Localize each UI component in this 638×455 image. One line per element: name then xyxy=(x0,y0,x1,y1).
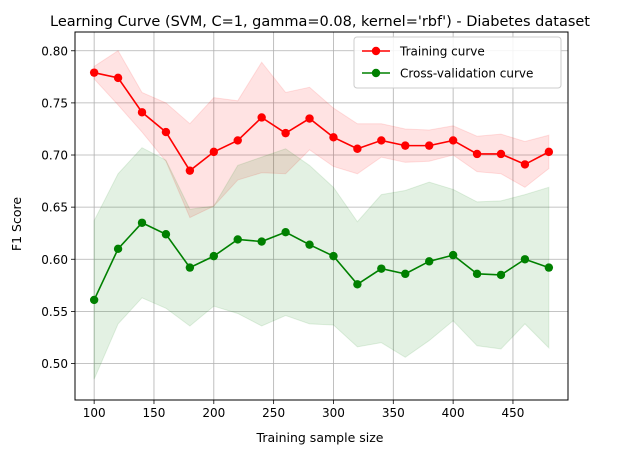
x-tick-label: 250 xyxy=(262,406,285,420)
y-axis: 0.50 0.55 0.60 0.65 0.70 0.75 0.80 xyxy=(41,44,75,371)
y-tick-label: 0.80 xyxy=(41,44,68,58)
y-tick-label: 0.55 xyxy=(41,305,68,319)
x-tick-label: 100 xyxy=(83,406,106,420)
legend: Training curve Cross-validation curve xyxy=(353,36,562,89)
point-series-0 xyxy=(257,113,266,122)
y-axis-label: F1 Score xyxy=(9,197,24,251)
point-series-1 xyxy=(89,295,99,305)
point-series-0 xyxy=(209,147,219,157)
band-series-1 xyxy=(93,147,550,380)
x-tick-label: 300 xyxy=(322,406,345,420)
legend-swatch-marker xyxy=(371,46,381,56)
point-series-1 xyxy=(257,237,266,246)
point-series-0 xyxy=(305,114,314,123)
point-series-0 xyxy=(233,136,242,145)
legend-label: Training curve xyxy=(399,45,485,59)
point-series-0 xyxy=(185,166,195,175)
point-series-1 xyxy=(544,263,554,272)
point-series-0 xyxy=(472,149,482,159)
point-series-0 xyxy=(401,141,410,150)
point-series-1 xyxy=(496,270,506,280)
point-series-1 xyxy=(137,218,147,227)
line-series-1 xyxy=(93,221,550,301)
point-series-1 xyxy=(209,251,219,261)
point-series-0 xyxy=(329,133,338,142)
y-tick-label: 0.75 xyxy=(41,96,68,110)
line-series-0 xyxy=(93,71,550,172)
point-series-1 xyxy=(329,251,338,261)
grid-lines xyxy=(75,32,568,400)
point-series-1 xyxy=(520,255,530,264)
plot-frame xyxy=(74,31,569,401)
band-series-0 xyxy=(93,50,550,219)
chart-title: Learning Curve (SVM, C=1, gamma=0.08, ke… xyxy=(50,14,590,30)
x-tick-label: 150 xyxy=(143,406,166,420)
point-series-0 xyxy=(281,128,290,138)
point-series-0 xyxy=(424,141,434,150)
point-series-1 xyxy=(448,250,458,260)
point-series-1 xyxy=(424,257,434,266)
point-series-1 xyxy=(113,244,123,254)
series-lines xyxy=(93,71,550,301)
legend-box xyxy=(353,36,562,89)
point-series-0 xyxy=(161,127,171,137)
point-series-0 xyxy=(353,144,362,153)
x-tick-label: 400 xyxy=(442,406,465,420)
point-series-0 xyxy=(89,68,99,77)
y-tick-label: 0.65 xyxy=(41,201,68,215)
x-tick-label: 200 xyxy=(202,406,225,420)
point-series-1 xyxy=(233,235,242,244)
point-series-0 xyxy=(520,160,530,169)
plot-background xyxy=(75,32,568,400)
x-axis-label: Training sample size xyxy=(256,430,384,445)
point-series-1 xyxy=(472,269,482,279)
point-series-0 xyxy=(448,136,458,145)
point-series-1 xyxy=(161,230,171,239)
point-series-0 xyxy=(544,147,554,157)
point-series-0 xyxy=(113,73,123,83)
point-series-1 xyxy=(185,263,195,272)
point-series-0 xyxy=(496,149,506,159)
x-tick-label: 450 xyxy=(502,406,525,420)
y-tick-label: 0.60 xyxy=(41,253,68,267)
legend-swatch-marker xyxy=(371,68,381,78)
legend-label: Cross-validation curve xyxy=(400,67,533,81)
variance-bands xyxy=(93,50,550,380)
point-series-1 xyxy=(377,264,386,273)
plot-area xyxy=(74,31,569,401)
x-axis: 100 150 200 250 300 350 400 450 xyxy=(83,400,525,420)
point-series-0 xyxy=(137,108,147,117)
series-points xyxy=(89,68,554,305)
point-series-1 xyxy=(305,240,314,249)
point-series-1 xyxy=(401,269,410,279)
x-tick-label: 350 xyxy=(382,406,405,420)
y-tick-label: 0.70 xyxy=(41,149,68,163)
y-tick-label: 0.50 xyxy=(41,357,68,371)
point-series-1 xyxy=(281,227,290,237)
point-series-0 xyxy=(377,136,386,145)
point-series-1 xyxy=(353,280,362,289)
